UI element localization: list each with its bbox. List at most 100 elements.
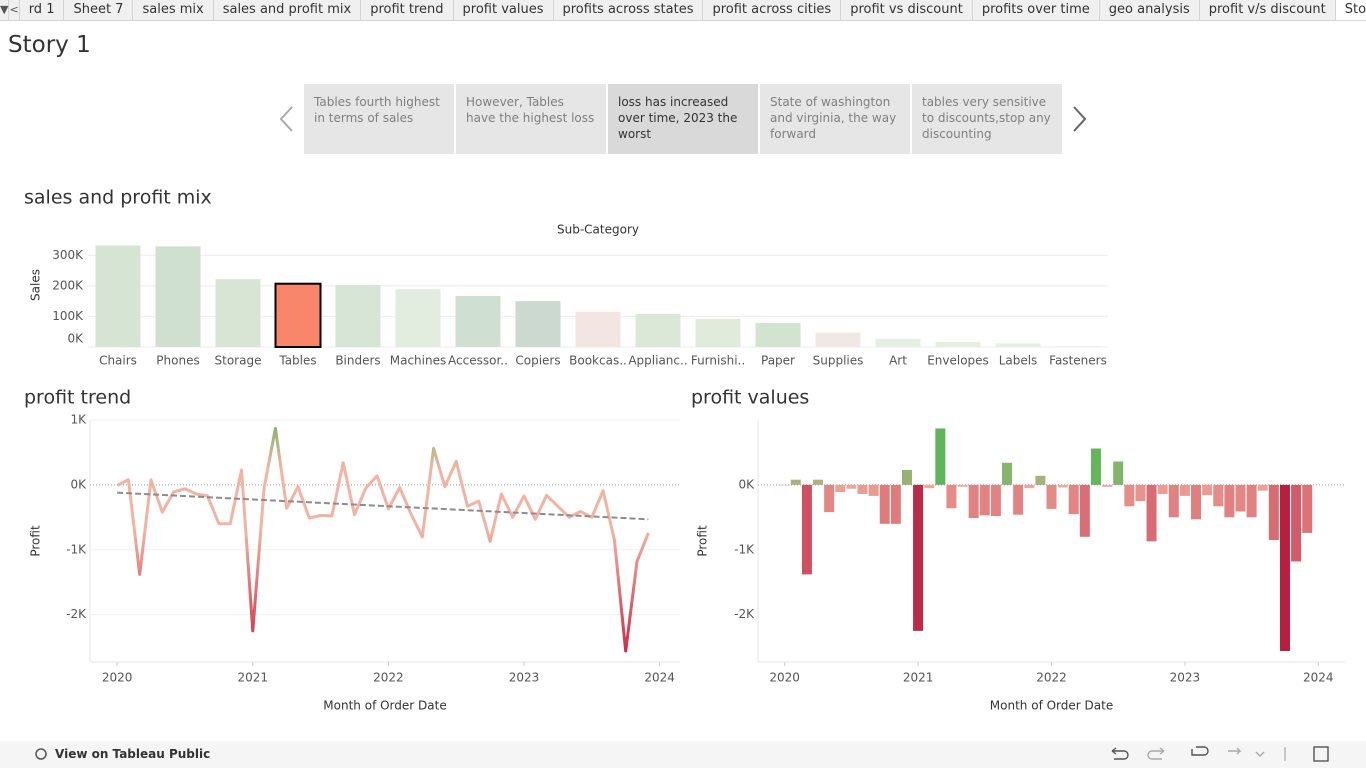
x-tick-label: 2021 — [237, 671, 268, 685]
bar — [1135, 484, 1146, 502]
x-tick-label: 2024 — [1303, 671, 1334, 685]
x-tick-label: 2021 — [903, 671, 934, 685]
y-axis-title: Profit — [29, 525, 43, 557]
tab[interactable]: profit trend — [361, 0, 454, 20]
x-tick-label: Labels — [999, 354, 1038, 368]
y-tick-label: 0K — [70, 477, 87, 491]
bar — [95, 245, 141, 347]
y-tick-label: -2K — [734, 607, 755, 621]
x-tick-label: Fasteners — [1049, 354, 1107, 368]
bar — [1268, 484, 1279, 541]
story-point[interactable]: Tables fourth highest in terms of sales — [304, 84, 454, 154]
tab[interactable]: Story 1 — [1335, 0, 1366, 20]
bar — [1246, 484, 1257, 518]
tab[interactable]: Sheet 7 — [64, 0, 134, 20]
bar — [875, 338, 921, 347]
bar — [1046, 484, 1057, 509]
bar — [455, 295, 501, 347]
bar — [846, 484, 857, 489]
story-point[interactable]: However, Tables have the highest loss — [456, 84, 606, 154]
y-tick-label: 1K — [70, 413, 87, 427]
y-tick-label: -1K — [66, 542, 87, 556]
tab[interactable]: profit across cities — [703, 0, 842, 20]
bar — [1235, 484, 1246, 512]
bar — [1202, 484, 1213, 496]
y-tick-label: 100K — [52, 309, 84, 323]
tab[interactable]: rd 1 — [20, 0, 65, 20]
tab-bar: ▼ < rd 1 Sheet 7 sales mix sales and profit… — [0, 0, 1366, 21]
bar — [935, 428, 946, 485]
story-point[interactable]: loss has increased over time, 2023 the w… — [608, 84, 758, 154]
bar — [1279, 484, 1290, 651]
story-points: Tables fourth highest in terms of sales H… — [304, 84, 1062, 154]
bar — [274, 282, 322, 348]
bar — [1146, 484, 1157, 542]
bar — [155, 246, 201, 347]
y-axis-title: Sales — [29, 269, 43, 301]
x-tick-label: 2023 — [1170, 671, 1201, 685]
tab-menu[interactable]: ▼ — [0, 0, 10, 20]
bar — [1113, 461, 1124, 485]
bar — [1302, 484, 1313, 533]
x-tick-label: Storage — [215, 354, 262, 368]
tab[interactable]: profits over time — [973, 0, 1100, 20]
tab[interactable]: geo analysis — [1100, 0, 1200, 20]
story-title: Story 1 — [8, 32, 91, 58]
bar — [1013, 484, 1024, 515]
bar — [1213, 484, 1224, 507]
x-tick-label: 2020 — [769, 671, 800, 685]
x-tick-label: Copiers — [515, 354, 560, 368]
bar — [635, 313, 681, 347]
story-next[interactable] — [1073, 106, 1087, 132]
bar — [815, 332, 861, 347]
bar — [1055, 346, 1101, 347]
chart-title: profit values — [691, 387, 809, 409]
tab[interactable]: profit v/s discount — [1200, 0, 1336, 20]
x-tick-label: Paper — [761, 354, 795, 368]
bar — [1068, 484, 1079, 515]
y-tick-label: -1K — [734, 542, 755, 556]
bar — [857, 484, 868, 494]
bar — [1002, 462, 1013, 485]
tab[interactable]: sales and profit mix — [214, 0, 362, 20]
x-tick-label: Applianc.. — [628, 354, 687, 368]
y-tick-label: -2K — [66, 607, 87, 621]
bar — [1257, 484, 1268, 491]
profit-line — [116, 426, 650, 653]
bar — [755, 322, 801, 347]
y-tick-label: 0K — [738, 477, 755, 491]
bar — [695, 318, 741, 347]
x-tick-label: 2022 — [373, 671, 404, 685]
bar — [395, 289, 441, 347]
tab[interactable]: sales mix — [133, 0, 214, 20]
bar — [790, 479, 801, 485]
bar — [946, 484, 957, 509]
x-tick-label: 2020 — [102, 671, 133, 685]
bar — [1035, 475, 1046, 485]
bar — [879, 484, 890, 524]
story-point[interactable]: tables very sensitive to discounts,stop … — [912, 84, 1062, 154]
bar — [1024, 484, 1035, 489]
y-tick-label: 200K — [52, 278, 84, 292]
bar — [779, 484, 790, 486]
x-tick-label: Art — [889, 354, 907, 368]
x-tick-label: Binders — [335, 354, 380, 368]
bar — [1179, 484, 1190, 496]
bar — [835, 484, 846, 493]
x-tick-label: Envelopes — [927, 354, 989, 368]
bar — [335, 284, 381, 347]
tab[interactable]: profit values — [454, 0, 554, 20]
bar — [1291, 484, 1302, 562]
story-point[interactable]: State of washington and virginia, the wa… — [760, 84, 910, 154]
story-prev[interactable] — [279, 106, 293, 132]
tableau-public-link[interactable]: View on Tableau Public — [55, 747, 211, 761]
footer-icons — [35, 746, 1329, 762]
bar — [1057, 484, 1068, 488]
tab[interactable]: profit vs discount — [841, 0, 973, 20]
tab[interactable]: profits across states — [554, 0, 704, 20]
x-tick-label: Supplies — [813, 354, 864, 368]
y-tick-label: 300K — [52, 248, 84, 262]
tab-prev[interactable]: < — [9, 0, 20, 20]
